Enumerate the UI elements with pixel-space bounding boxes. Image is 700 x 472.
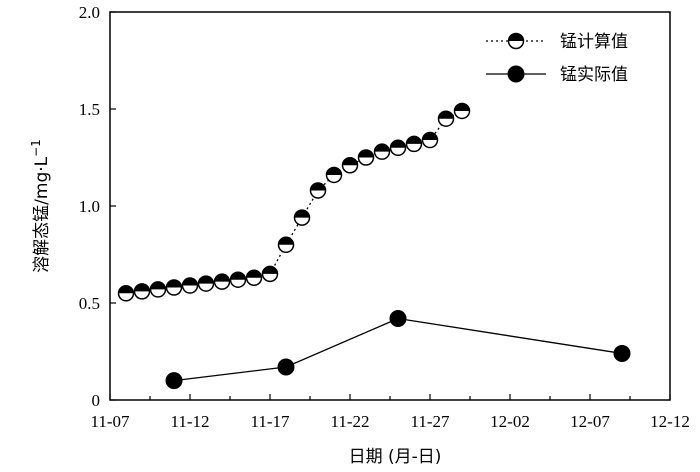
point-calculated-fill bbox=[118, 285, 134, 294]
point-calculated bbox=[181, 277, 199, 294]
point-calculated-fill bbox=[246, 270, 262, 278]
x-axis-title: 日期 (月-日) bbox=[349, 447, 442, 467]
point-calculated bbox=[421, 131, 439, 149]
legend-symbol-calculated-fill bbox=[508, 33, 524, 41]
point-calculated-fill bbox=[262, 266, 278, 274]
y-tick-label: 1.5 bbox=[79, 100, 100, 119]
legend: 锰计算值 锰实际值 bbox=[486, 32, 628, 85]
point-calculated bbox=[213, 273, 231, 290]
y-axis-title-superscript: −1 bbox=[29, 139, 43, 157]
point-calculated bbox=[293, 209, 311, 226]
point-calculated bbox=[437, 110, 455, 127]
x-tick-label: 11-22 bbox=[330, 412, 369, 431]
point-calculated bbox=[277, 236, 295, 254]
legend-label-calculated: 锰计算值 bbox=[560, 32, 628, 52]
point-calculated bbox=[405, 135, 423, 153]
point-calculated-fill bbox=[182, 278, 198, 286]
point-calculated-fill bbox=[230, 272, 246, 280]
point-calculated bbox=[261, 265, 279, 283]
point-calculated bbox=[165, 279, 183, 296]
point-calculated bbox=[325, 166, 343, 184]
point-calculated-fill bbox=[134, 283, 150, 292]
point-calculated bbox=[229, 271, 247, 288]
point-calculated-fill bbox=[422, 132, 438, 141]
point-calculated-fill bbox=[294, 210, 310, 218]
point-calculated-fill bbox=[166, 279, 182, 288]
legend-label-actual: 锰实际值 bbox=[560, 65, 628, 85]
point-calculated-fill bbox=[438, 111, 454, 119]
x-tick-label: 11-07 bbox=[90, 412, 130, 431]
point-calculated-fill bbox=[198, 276, 214, 284]
point-calculated-fill bbox=[390, 140, 406, 148]
series-line-1 bbox=[173, 317, 623, 382]
x-tick-label: 11-17 bbox=[250, 412, 290, 431]
legend-marker-actual bbox=[507, 65, 525, 83]
y-axis-title-main: 溶解态锰/mg·L bbox=[32, 156, 52, 272]
point-calculated bbox=[341, 157, 359, 174]
point-calculated-fill bbox=[358, 150, 374, 158]
y-tick-label: 2.0 bbox=[79, 3, 100, 22]
point-calculated bbox=[373, 143, 391, 160]
point-calculated-fill bbox=[342, 157, 358, 166]
point-calculated-fill bbox=[150, 281, 166, 290]
point-actual bbox=[613, 344, 631, 362]
point-calculated bbox=[389, 139, 407, 157]
point-calculated-fill bbox=[310, 182, 326, 191]
y-tick-label: 1.0 bbox=[79, 197, 100, 216]
x-tick-label: 12-12 bbox=[650, 412, 690, 431]
legend-symbol-actual bbox=[507, 65, 525, 83]
point-calculated-fill bbox=[374, 144, 390, 152]
point-calculated bbox=[117, 285, 135, 302]
point-calculated-fill bbox=[454, 103, 470, 111]
point-calculated-fill bbox=[406, 136, 422, 144]
y-axis-title: 溶解态锰/mg·L−1 bbox=[29, 139, 52, 273]
point-calculated bbox=[133, 283, 151, 300]
x-tick-label: 11-12 bbox=[170, 412, 209, 431]
x-tick-label: 12-02 bbox=[490, 412, 530, 431]
point-calculated bbox=[245, 269, 263, 287]
x-tick-label: 12-07 bbox=[570, 412, 610, 431]
legend-symbol-calculated bbox=[507, 32, 525, 50]
point-actual bbox=[277, 358, 295, 376]
point-calculated-fill bbox=[214, 274, 230, 282]
y-tick-label: 0 bbox=[92, 391, 101, 410]
point-calculated bbox=[309, 182, 327, 199]
point-actual bbox=[389, 310, 407, 328]
point-calculated bbox=[453, 102, 471, 120]
point-calculated bbox=[149, 281, 167, 298]
point-actual bbox=[165, 372, 183, 390]
y-tick-label: 0.5 bbox=[79, 294, 100, 313]
legend-marker-calculated bbox=[507, 32, 525, 50]
point-calculated-fill bbox=[278, 237, 294, 245]
x-tick-label: 11-27 bbox=[410, 412, 450, 431]
point-calculated bbox=[357, 149, 375, 166]
point-calculated-fill bbox=[326, 167, 342, 175]
point-calculated bbox=[197, 275, 215, 292]
